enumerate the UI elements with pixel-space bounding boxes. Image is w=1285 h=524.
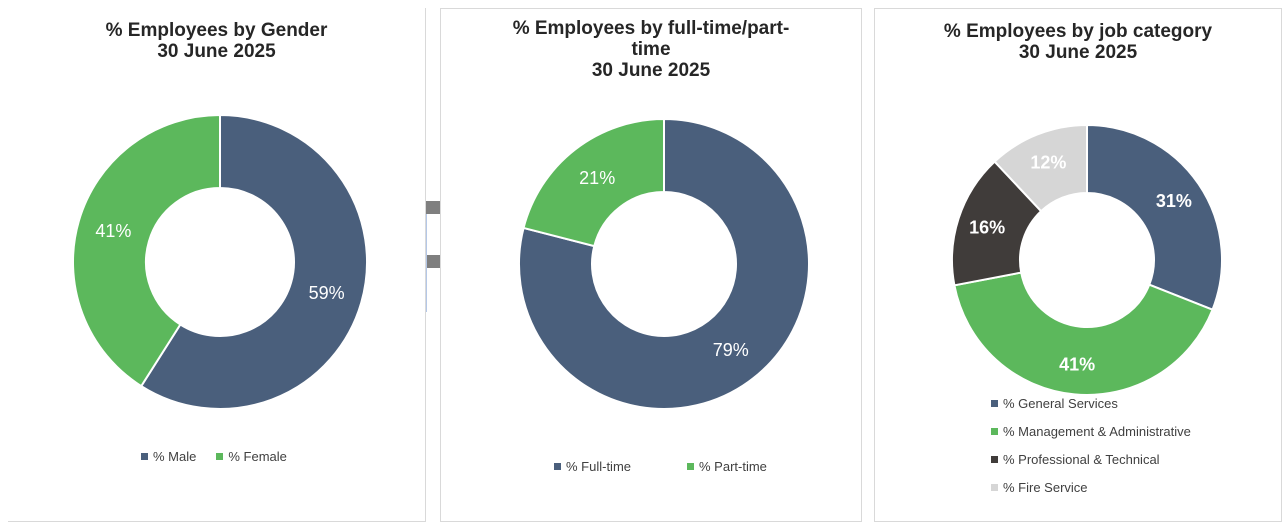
slice-data-label: 41% [1059, 355, 1095, 375]
legend-swatch [991, 399, 998, 407]
donut-slice [522, 117, 665, 248]
legend-item-professional: % Professional & Technical [991, 445, 1191, 473]
title-line: 30 June 2025 [591, 60, 711, 81]
chart-legend: % Male % Female [141, 449, 307, 464]
title-line: 30 June 2025 [157, 41, 276, 62]
gender-donut-chart: 59% 41% [72, 113, 368, 410]
legend-item-male: % Male [141, 449, 196, 464]
chart-legend: % Full-time % Part-time [554, 459, 787, 474]
slice-data-label: 59% [309, 283, 345, 303]
legend-item-general-services: % General Services [991, 389, 1191, 417]
legend-swatch [554, 463, 561, 470]
title-line: time [631, 39, 671, 60]
legend-swatch [991, 455, 998, 463]
title-line: % Employees by full-time/part- [512, 18, 790, 39]
chart-title: % Employees by Gender 30 June 2025 [8, 20, 425, 62]
legend-label: % Male [153, 449, 197, 464]
job-category-chart-panel: % Employees by job category 30 June 2025… [874, 8, 1282, 522]
title-line: % Employees by job category [943, 21, 1213, 42]
legend-swatch [141, 453, 148, 460]
legend-item-parttime: % Part-time [687, 459, 767, 474]
legend-label: % Management & Administrative [1003, 423, 1191, 439]
legend-swatch [991, 483, 998, 491]
slice-data-label: 31% [1156, 191, 1192, 211]
donut-slice [1086, 123, 1223, 311]
legend-swatch [991, 427, 998, 435]
donut-slice [953, 271, 1214, 396]
chart-title: % Employees by full-time/part- time 30 J… [441, 18, 861, 81]
title-line: % Employees by Gender [105, 20, 328, 41]
chart-title: % Employees by job category 30 June 2025 [875, 21, 1281, 63]
stray-marker-bottom [426, 255, 440, 268]
donut-slice [72, 113, 221, 388]
legend-item-female: % Female [216, 449, 287, 464]
gender-chart-panel: % Employees by Gender 30 June 2025 59% 41… [8, 8, 426, 522]
chart-legend: % General Services % Management & Admini… [991, 389, 1191, 501]
legend-label: % Fire Service [1003, 479, 1088, 495]
stray-line [426, 214, 427, 312]
slice-data-label: 41% [95, 221, 131, 241]
donut-slice [993, 123, 1088, 213]
donut-slice [518, 117, 810, 410]
legend-label: % Professional & Technical [1003, 451, 1160, 467]
fulltime-chart-panel: % Employees by full-time/part- time 30 J… [440, 8, 862, 522]
legend-label: % Full-time [566, 459, 632, 474]
title-line: 30 June 2025 [1018, 42, 1138, 63]
stray-marker-top [426, 201, 440, 214]
job-category-donut-chart: 31% 41% 16% 12% [951, 123, 1223, 396]
donut-slice [951, 160, 1043, 287]
legend-label: % Part-time [699, 459, 767, 474]
legend-item-fulltime: % Full-time [554, 459, 631, 474]
slice-data-label: 79% [713, 340, 749, 360]
slice-data-label: 16% [969, 218, 1005, 238]
legend-label: % General Services [1003, 395, 1118, 411]
legend-item-fire-service: % Fire Service [991, 473, 1191, 501]
legend-swatch [216, 453, 224, 460]
donut-slice [139, 113, 368, 410]
fulltime-donut-chart: 79% 21% [518, 117, 810, 410]
legend-label: % Female [228, 449, 287, 464]
slice-data-label: 12% [1030, 152, 1066, 172]
slice-data-label: 21% [579, 168, 615, 188]
legend-item-management: % Management & Administrative [991, 417, 1191, 445]
legend-swatch [687, 463, 695, 470]
